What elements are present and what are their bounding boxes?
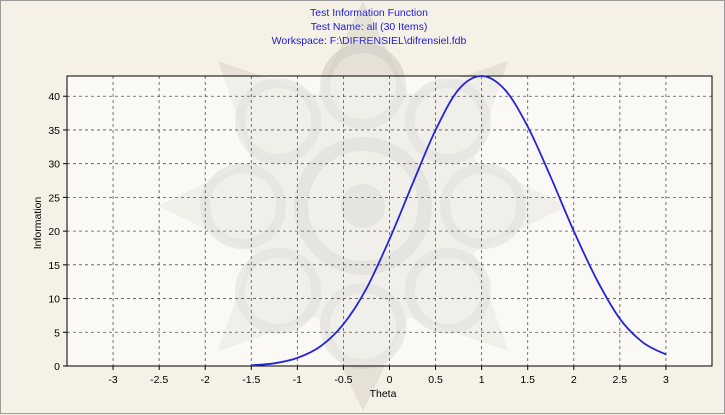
curve-point [273, 362, 275, 364]
watermark-ring [404, 78, 491, 165]
series-layer [250, 75, 667, 367]
grid-lines [67, 76, 712, 366]
watermark-ring [440, 163, 526, 249]
x-tick-label: 2 [571, 374, 577, 386]
x-tick-label: -0.5 [334, 374, 352, 386]
curve-point [458, 88, 460, 91]
x-tick-label: -1.5 [242, 374, 260, 386]
y-tick-label: 35 [48, 125, 60, 137]
watermark-center-ring [294, 137, 432, 275]
y-tick-label: 20 [48, 226, 60, 238]
x-tick-label: -2 [201, 374, 210, 386]
x-tick-label: 1 [479, 374, 485, 386]
x-tick-label: 3 [663, 374, 669, 386]
curve-point [296, 357, 298, 359]
x-tick-label: 0 [387, 374, 393, 386]
x-tick-label: -2.5 [150, 374, 168, 386]
curve-point [527, 126, 529, 128]
x-axis: -3 -2.5 -2 -1.5 -1 -0.5 0 0.5 1 1.5 2 2.5 3 [108, 366, 669, 386]
curve-point [435, 129, 437, 131]
y-tick-label: 30 [48, 159, 60, 171]
x-tick-label: 2.5 [613, 374, 628, 386]
curve-point [596, 279, 598, 281]
curve-point [411, 183, 414, 185]
y-axis-label: Information [32, 197, 44, 250]
y-tick-label: 0 [54, 361, 60, 373]
watermark-star [158, 1, 568, 411]
watermark-ring [320, 283, 406, 369]
x-tick-label: -3 [108, 374, 117, 386]
curve-point [388, 238, 391, 240]
y-tick-label: 15 [48, 260, 60, 272]
x-tick-label: 1.5 [520, 374, 535, 386]
curve-point [573, 230, 575, 232]
curve-point [481, 75, 483, 77]
curve-point [250, 364, 252, 366]
watermark-ring [404, 247, 491, 334]
y-tick-label: 25 [48, 192, 60, 204]
chart-subtitle-test-name: Test Name: all (30 Items) [311, 21, 428, 33]
curve-point [642, 341, 644, 343]
chart-title: Test Information Function [310, 7, 428, 19]
curve-point [319, 345, 321, 347]
watermark-ring [235, 78, 322, 165]
y-tick-label: 5 [54, 327, 60, 339]
watermark-center-dot [341, 184, 385, 228]
y-axis: 0 5 10 15 20 25 30 35 40 [48, 91, 67, 373]
x-axis-label: Theta [370, 388, 397, 400]
curve-point [504, 88, 506, 91]
watermark-ring [320, 43, 406, 129]
x-tick-label: -1 [293, 374, 302, 386]
plot-watermark [158, 1, 568, 411]
y-tick-label: 10 [48, 294, 60, 306]
curve-point [550, 176, 552, 178]
curve-point [665, 353, 667, 356]
x-tick-label: 0.5 [428, 374, 443, 386]
curve-point [342, 323, 344, 325]
watermark-ring [200, 163, 286, 249]
y-tick-label: 40 [48, 91, 60, 103]
curve-point [619, 318, 621, 320]
curve-point [365, 287, 368, 289]
watermark-ring [235, 247, 322, 334]
chart-subtitle-workspace: Workspace: F:\DIFRENSIEL\difrensiel.fdb [272, 35, 467, 47]
